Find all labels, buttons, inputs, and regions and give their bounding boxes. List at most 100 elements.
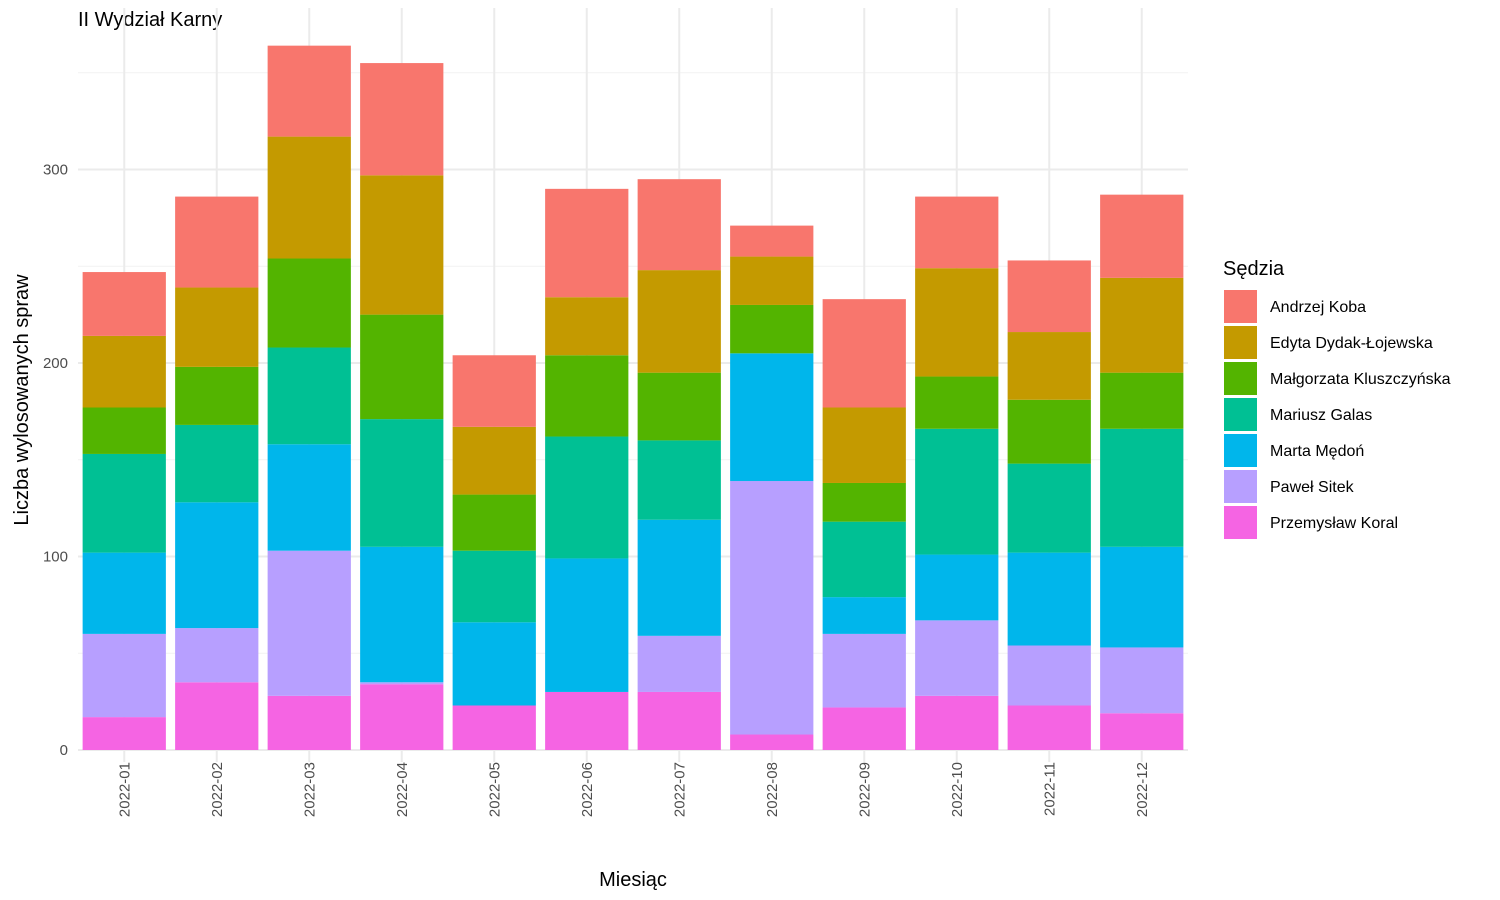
- x-tick-label: 2022-01: [116, 762, 133, 817]
- bar-segment: [730, 353, 814, 482]
- y-axis-title: Liczba wylosowanych spraw: [11, 274, 33, 526]
- bar-segment: [1100, 277, 1184, 373]
- bar-segment: [545, 355, 629, 437]
- bar-segment: [82, 407, 166, 454]
- bar-segment: [637, 519, 721, 636]
- bar-segment: [1100, 647, 1184, 714]
- x-tick-label: 2022-05: [486, 762, 503, 817]
- bar-segment: [452, 550, 536, 623]
- bar-segment: [822, 597, 906, 634]
- bar-segment: [915, 376, 999, 429]
- bar-segment: [175, 424, 259, 503]
- x-tick-label: 2022-07: [671, 762, 688, 817]
- y-tick-label: 100: [43, 549, 68, 566]
- bar-segment: [1007, 463, 1091, 553]
- bar-segment: [267, 347, 351, 445]
- bar-segment: [730, 734, 814, 750]
- bar-segment: [360, 419, 444, 547]
- bar-segment: [175, 196, 259, 288]
- bar-segment: [545, 188, 629, 298]
- bar-segment: [360, 314, 444, 420]
- bar-segment: [452, 355, 536, 427]
- bar-segment: [82, 633, 166, 718]
- x-tick-label: 2022-09: [856, 762, 873, 817]
- y-tick-label: 300: [43, 162, 68, 179]
- bar-segment: [267, 136, 351, 259]
- bar-segment: [545, 436, 629, 559]
- bar-segment: [1007, 332, 1091, 400]
- bar-segment: [822, 633, 906, 708]
- bar-segment: [267, 258, 351, 348]
- x-tick-label: 2022-12: [1134, 762, 1151, 817]
- bar-segment: [1100, 713, 1184, 750]
- bar-segment: [360, 684, 444, 750]
- bar-segment: [730, 225, 814, 257]
- bar-segment: [267, 695, 351, 750]
- x-tick-label: 2022-02: [209, 762, 226, 817]
- legend-label: Małgorzata Kluszczyńska: [1270, 371, 1451, 388]
- x-tick-label: 2022-11: [1041, 762, 1058, 816]
- bar-segment: [915, 695, 999, 750]
- bar-segment: [637, 635, 721, 692]
- bar-segment: [82, 335, 166, 408]
- y-tick-label: 0: [60, 742, 68, 759]
- bar-segment: [452, 426, 536, 495]
- bar-segment: [1100, 428, 1184, 547]
- bar-segment: [82, 453, 166, 553]
- bar-segment: [82, 717, 166, 750]
- bar-segment: [360, 682, 444, 685]
- legend-key: [1224, 434, 1257, 467]
- bar-segment: [1007, 552, 1091, 646]
- bar-segment: [822, 521, 906, 598]
- bar-segment: [360, 63, 444, 176]
- chart-title: II Wydział Karny: [78, 9, 222, 31]
- x-tick-label: 2022-06: [579, 762, 596, 817]
- legend-label: Przemysław Koral: [1270, 515, 1398, 532]
- bar-segment: [1007, 399, 1091, 464]
- bar-segment: [360, 175, 444, 315]
- bar-segment: [1100, 372, 1184, 429]
- bar-segment: [637, 270, 721, 373]
- bar-segment: [267, 45, 351, 137]
- legend-label: Edyta Dydak-Łojewska: [1270, 335, 1433, 352]
- bar-segment: [1007, 260, 1091, 333]
- legend: Sędzia Andrzej Koba Edyta Dydak-Łojewska M…: [1223, 258, 1451, 539]
- bar-segment: [82, 552, 166, 634]
- bar-segment: [822, 707, 906, 750]
- bar-segment: [545, 691, 629, 750]
- bar-segment: [82, 272, 166, 336]
- legend-key: [1224, 506, 1257, 539]
- y-tick-label: 200: [43, 355, 68, 372]
- bar-segment: [1007, 645, 1091, 706]
- bar-segment: [637, 440, 721, 520]
- bar-segment: [1100, 194, 1184, 278]
- bar-segment: [452, 705, 536, 750]
- bar-segment: [545, 558, 629, 692]
- bar-segment: [175, 287, 259, 367]
- bar-segment: [822, 407, 906, 483]
- bar-segment: [915, 268, 999, 377]
- bar-segment: [360, 546, 444, 683]
- bar-segment: [267, 550, 351, 696]
- legend-title: Sędzia: [1223, 258, 1285, 280]
- legend-key: [1224, 290, 1257, 323]
- bar-segment: [730, 256, 814, 305]
- x-tick-label: 2022-08: [764, 762, 781, 817]
- bar-segment: [267, 444, 351, 551]
- bar-segment: [822, 299, 906, 408]
- bar-segment: [637, 372, 721, 441]
- x-axis-title: Miesiąc: [599, 869, 667, 891]
- bar-segment: [1100, 546, 1184, 648]
- bar-segment: [452, 622, 536, 706]
- x-tick-labels: 2022-01 2022-02 2022-03 2022-04 2022-05 2022-…: [116, 762, 1151, 817]
- bar-segment: [175, 682, 259, 750]
- bar-segment: [175, 366, 259, 425]
- legend-key: [1224, 398, 1257, 431]
- bars: [82, 45, 1184, 750]
- x-tick-label: 2022-10: [949, 762, 966, 817]
- bar-segment: [175, 628, 259, 683]
- legend-key: [1224, 470, 1257, 503]
- y-tick-labels: 0 100 200 300: [43, 162, 68, 760]
- bar-segment: [730, 481, 814, 735]
